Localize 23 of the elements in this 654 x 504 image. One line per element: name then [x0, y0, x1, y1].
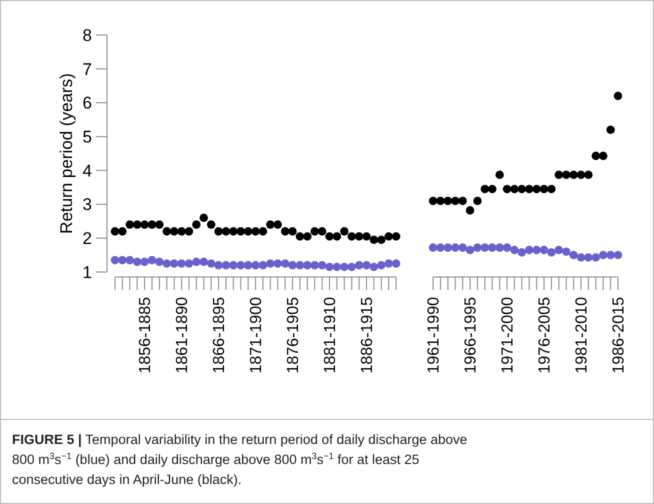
y-tick-label: 5 — [82, 128, 92, 147]
x-tick-label: 1961-1990 — [426, 296, 443, 374]
y-axis-title: Return period (years) — [57, 73, 76, 234]
text: FIGURE 5 | Temporal variability in the return period of daily discharge above 800 m$^{3}$s$^{−1}$ (blue) and daily discharge above 800 m$^{3}$s$^{−1}$ for at least 25 consecutive days in April-June (black). — [12, 432, 468, 487]
x-tick-label: 1986-2015 — [610, 296, 628, 374]
y-tick-label: 6 — [82, 94, 92, 113]
x-tick-label: 1876-1905 — [285, 296, 302, 374]
x-tick-label: 1861-1890 — [174, 296, 192, 374]
x-tick-label: 1886-1915 — [359, 296, 376, 374]
x-tick-label: 1856-1885 — [137, 296, 154, 374]
x-tick-label: 1976-2005 — [536, 296, 554, 374]
y-tick-label: 4 — [82, 161, 92, 180]
y-tick-label: 3 — [82, 195, 92, 214]
x-tick-label: 1871-1900 — [248, 296, 266, 374]
x-tick-label: 1881-1910 — [322, 296, 340, 374]
x-tick-label: 1966-1995 — [462, 296, 480, 374]
y-tick-label: 2 — [82, 229, 92, 248]
x-tick-label: 1981-2010 — [574, 296, 591, 374]
x-tick-label: 1866-1895 — [211, 296, 228, 374]
y-tick-label: 1 — [82, 262, 92, 282]
y-tick-label: 8 — [82, 26, 92, 45]
y-tick-label: 7 — [82, 60, 92, 79]
x-tick-label: 1971-2000 — [500, 296, 517, 374]
